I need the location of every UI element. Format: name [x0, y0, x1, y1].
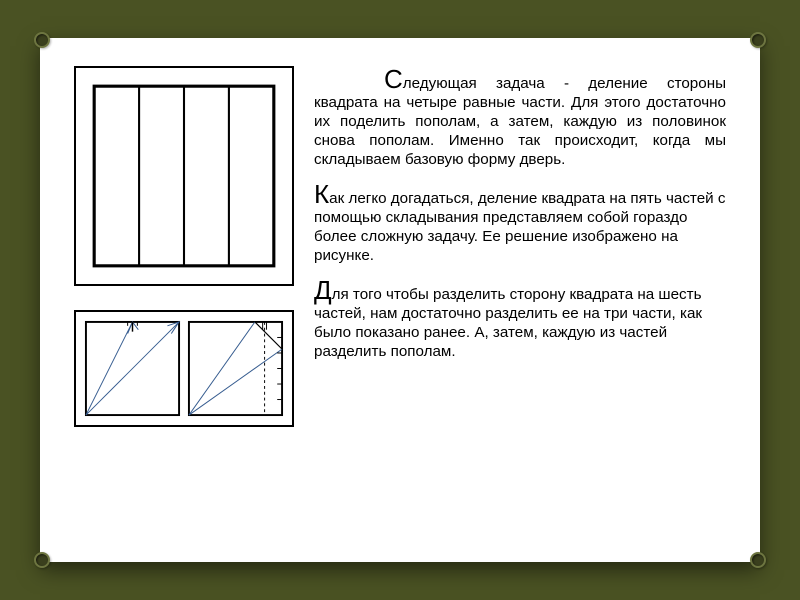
- pin-top-right: [750, 32, 766, 48]
- slide-card: Следующая задача - деление стороны квадр…: [40, 38, 760, 562]
- figure-five-fold: [74, 310, 294, 427]
- pin-bottom-left: [34, 552, 50, 568]
- fold-left-svg: [84, 320, 181, 417]
- paragraph-1-text: ледующая задача - деление стороны квадра…: [314, 75, 726, 168]
- figures-column: [74, 66, 294, 534]
- figure-quarters: [74, 66, 294, 286]
- content-area: Следующая задача - деление стороны квадр…: [74, 66, 726, 534]
- fold-right-svg: [187, 320, 284, 417]
- pin-top-left: [34, 32, 50, 48]
- quarters-svg: [90, 82, 278, 270]
- paragraph-3: Для того чтобы разделить сторону квадрат…: [314, 277, 726, 361]
- paragraph-3-text: ля того чтобы разделить сторону квадрата…: [314, 286, 702, 360]
- paragraph-2: Как легко догадаться, деление квадрата н…: [314, 181, 726, 265]
- pin-bottom-right: [750, 552, 766, 568]
- dropcap-3: Д: [314, 275, 332, 305]
- dropcap-2: К: [314, 179, 329, 209]
- paragraph-2-text: ак легко догадаться, деление квадрата на…: [314, 190, 725, 264]
- paragraph-1: Следующая задача - деление стороны квадр…: [314, 66, 726, 169]
- dropcap-1: С: [384, 64, 403, 94]
- text-column: Следующая задача - деление стороны квадр…: [314, 66, 726, 534]
